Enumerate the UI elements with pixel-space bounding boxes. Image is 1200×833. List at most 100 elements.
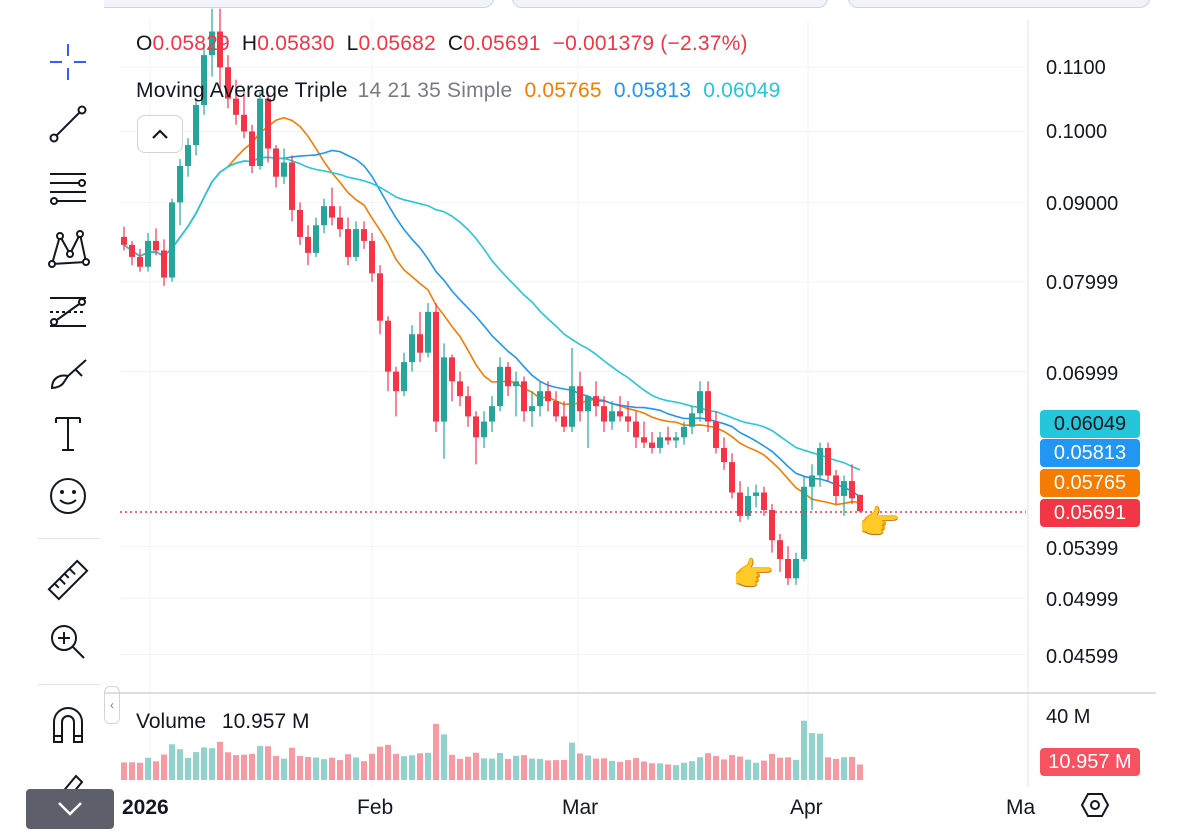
fib-retracement-icon[interactable] xyxy=(44,164,92,212)
volume-bar xyxy=(273,756,279,780)
price-tick: 0.04999 xyxy=(1046,589,1119,611)
price-tick: 0.1000 xyxy=(1046,121,1108,143)
volume-bar xyxy=(297,755,303,780)
candle-body xyxy=(313,225,319,253)
volume-bar xyxy=(665,764,671,780)
volume-bar xyxy=(129,762,135,780)
emoji-icon[interactable] xyxy=(44,472,92,520)
panel-collapse-arrow[interactable]: ‹ xyxy=(104,686,120,724)
volume-bar xyxy=(721,759,727,780)
candle-body xyxy=(385,320,391,372)
candle-body xyxy=(617,411,623,417)
candle-body xyxy=(273,148,279,177)
high-label: H xyxy=(241,32,258,55)
forecast-icon[interactable] xyxy=(44,288,92,336)
candle-body xyxy=(321,206,327,226)
hide-toolbar-button[interactable] xyxy=(26,789,114,829)
volume-bar xyxy=(313,757,319,780)
volume-bar xyxy=(161,754,167,780)
trend-line-icon[interactable] xyxy=(44,100,92,148)
volume-bar xyxy=(401,756,407,780)
time-tick: 2026 xyxy=(122,796,169,819)
volume-bar xyxy=(745,759,751,780)
candle-body xyxy=(729,462,735,493)
volume-bar xyxy=(625,760,631,780)
candle-body xyxy=(561,416,567,427)
candle-body xyxy=(665,437,671,441)
volume-bar xyxy=(801,720,807,780)
candle-body xyxy=(297,209,303,237)
change-value: −0.001379 (−2.37%) xyxy=(552,32,748,55)
volume-bar xyxy=(121,762,127,780)
legend-collapse-button[interactable] xyxy=(137,115,183,153)
time-tick: Apr xyxy=(790,796,823,819)
indicator-params: 14 21 35 Simple xyxy=(357,79,513,102)
volume-bar xyxy=(281,758,287,780)
magnet-icon[interactable] xyxy=(44,702,92,750)
candle-body xyxy=(377,273,383,321)
open-label: O xyxy=(136,32,153,55)
low-value: 0.05682 xyxy=(358,32,436,55)
candle-body xyxy=(177,165,183,203)
candle-body xyxy=(513,381,519,387)
candle-body xyxy=(673,437,679,441)
candle-body xyxy=(337,217,343,230)
candle-body xyxy=(449,357,455,382)
zoom-in-icon[interactable] xyxy=(44,618,92,666)
pattern-icon[interactable] xyxy=(44,224,92,272)
volume-bar xyxy=(217,741,223,780)
candle-body xyxy=(793,558,799,579)
volume-bar xyxy=(545,760,551,780)
volume-bar xyxy=(169,744,175,780)
volume-bar xyxy=(201,747,207,780)
text-icon[interactable] xyxy=(44,410,92,458)
chevron-up-icon xyxy=(152,129,168,139)
volume-bar xyxy=(737,756,743,780)
candle-body xyxy=(129,244,135,257)
settings-icon[interactable] xyxy=(1080,790,1110,820)
candle-body xyxy=(769,509,775,541)
volume-bar xyxy=(497,752,503,780)
volume-bar xyxy=(265,746,271,780)
volume-bar xyxy=(385,744,391,780)
volume-bar xyxy=(233,755,239,780)
volume-bar xyxy=(513,755,519,780)
candle-body xyxy=(489,406,495,422)
volume-bar xyxy=(729,755,735,780)
volume-bar xyxy=(361,761,367,780)
crosshair-icon[interactable] xyxy=(44,38,92,86)
price-tick: 0.09000 xyxy=(1046,193,1119,215)
candle-body xyxy=(849,481,855,499)
brush-icon[interactable] xyxy=(44,350,92,398)
volume-bar xyxy=(673,765,679,780)
candle-body xyxy=(193,105,199,146)
candle-body xyxy=(689,413,695,427)
volume-bar xyxy=(321,759,327,780)
volume-bar xyxy=(417,753,423,780)
volume-bar xyxy=(857,764,863,780)
candle-body xyxy=(753,492,759,496)
time-tick: Ma xyxy=(1006,796,1036,819)
candle-body xyxy=(465,396,471,417)
candle-body xyxy=(825,447,831,476)
volume-bar xyxy=(817,733,823,780)
volume-bar xyxy=(489,758,495,780)
candle-body xyxy=(217,31,223,68)
indicator-legend[interactable]: Moving Average Triple 14 21 35 Simple 0.… xyxy=(136,79,781,103)
volume-bar xyxy=(409,755,415,780)
candle-body xyxy=(433,311,439,422)
high-value: 0.05830 xyxy=(257,32,335,55)
candle-body xyxy=(361,229,367,241)
candle-body xyxy=(521,381,527,412)
volume-bar xyxy=(601,758,607,780)
volume-bar xyxy=(137,762,143,780)
candle-body xyxy=(641,437,647,443)
pointing-hand-icon: 👉 xyxy=(732,556,775,594)
ruler-icon[interactable] xyxy=(44,556,92,604)
volume-bar xyxy=(753,762,759,780)
volume-bar xyxy=(457,758,463,780)
candle-body xyxy=(241,114,247,132)
volume-bar xyxy=(209,748,215,780)
candle-body xyxy=(409,334,415,363)
